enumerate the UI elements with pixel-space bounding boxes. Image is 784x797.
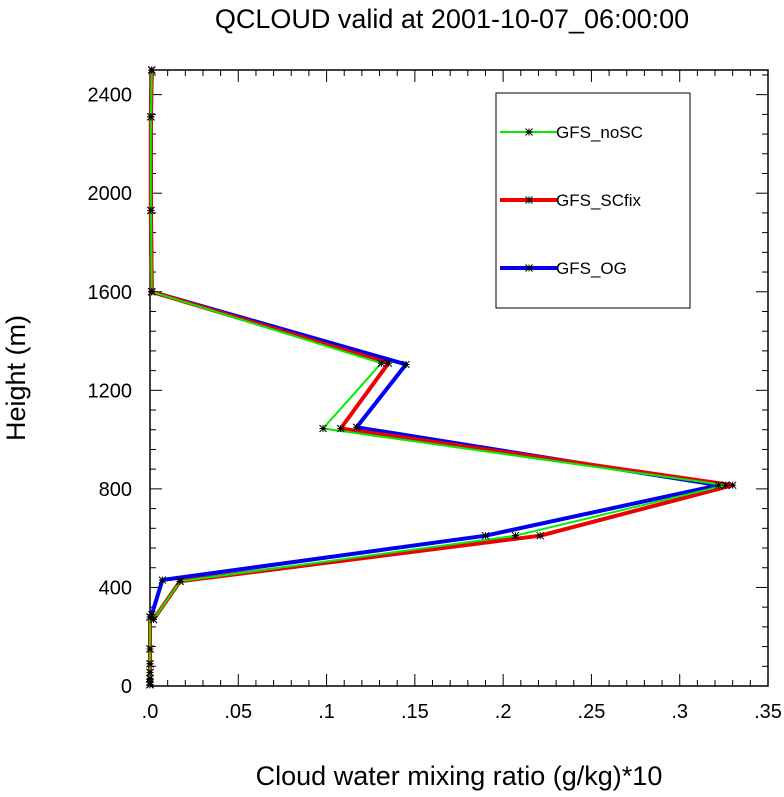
data-point-marker <box>352 423 361 432</box>
x-tick-label: .3 <box>671 701 688 723</box>
data-point-marker <box>146 674 154 683</box>
y-tick-label: 1600 <box>88 282 133 304</box>
data-point-marker <box>402 360 410 369</box>
x-tick-label: .2 <box>495 701 512 723</box>
series-markers <box>146 66 737 689</box>
data-point-marker <box>536 531 545 540</box>
x-tick-label: .1 <box>318 701 335 723</box>
data-point-marker <box>146 645 154 653</box>
legend-label: GFS_SCfix <box>556 191 642 210</box>
data-point-marker <box>149 615 158 624</box>
data-point-marker <box>147 66 156 74</box>
data-point-marker <box>146 668 154 677</box>
x-tick-label: .15 <box>401 701 429 723</box>
legend: GFS_noSC GFS_SCfix GFS_OG <box>495 92 691 309</box>
y-tick-label: 400 <box>99 577 132 599</box>
data-point-marker <box>481 531 490 540</box>
x-tick-label: .25 <box>578 701 606 723</box>
legend-label: GFS_OG <box>556 259 627 278</box>
y-tick-label: 800 <box>99 479 132 501</box>
data-point-marker <box>525 264 533 272</box>
legend-label: GFS_noSC <box>556 123 643 142</box>
x-tick-label: .0 <box>142 701 159 723</box>
data-point-marker <box>511 531 520 540</box>
data-point-marker <box>147 112 155 121</box>
data-point-marker <box>147 287 156 296</box>
data-point-marker <box>319 424 327 433</box>
data-point-marker <box>377 359 386 368</box>
x-tick-label: .05 <box>224 701 252 723</box>
data-point-marker <box>525 196 533 204</box>
data-point-marker <box>176 577 184 586</box>
data-point-marker <box>721 481 730 490</box>
data-point-marker <box>714 481 723 490</box>
data-point-marker <box>728 481 737 490</box>
data-point-marker <box>147 206 155 215</box>
y-tick-label: 2000 <box>88 183 133 205</box>
y-tick-label: 2400 <box>88 85 133 107</box>
tick-labels: .0 .05 .1 .15 .2 .25 .3 .35 0 400 800 1200 1600 2000 2… <box>88 85 782 723</box>
x-tick-label: .35 <box>754 701 782 723</box>
y-tick-label: 0 <box>121 676 132 698</box>
x-axis-label: Cloud water mixing ratio (g/kg)*10 <box>256 761 663 791</box>
plot-frame <box>149 69 769 687</box>
data-point-marker <box>525 128 533 136</box>
data-point-marker <box>146 678 154 687</box>
y-axis-label: Height (m) <box>1 315 31 441</box>
data-point-marker <box>384 359 393 368</box>
data-point-marker <box>146 659 154 668</box>
data-point-marker <box>336 424 345 433</box>
y-tick-label: 1200 <box>88 380 133 402</box>
chart-title: QCLOUD valid at 2001-10-07_06:00:00 <box>215 4 689 34</box>
data-point-marker <box>158 576 167 584</box>
